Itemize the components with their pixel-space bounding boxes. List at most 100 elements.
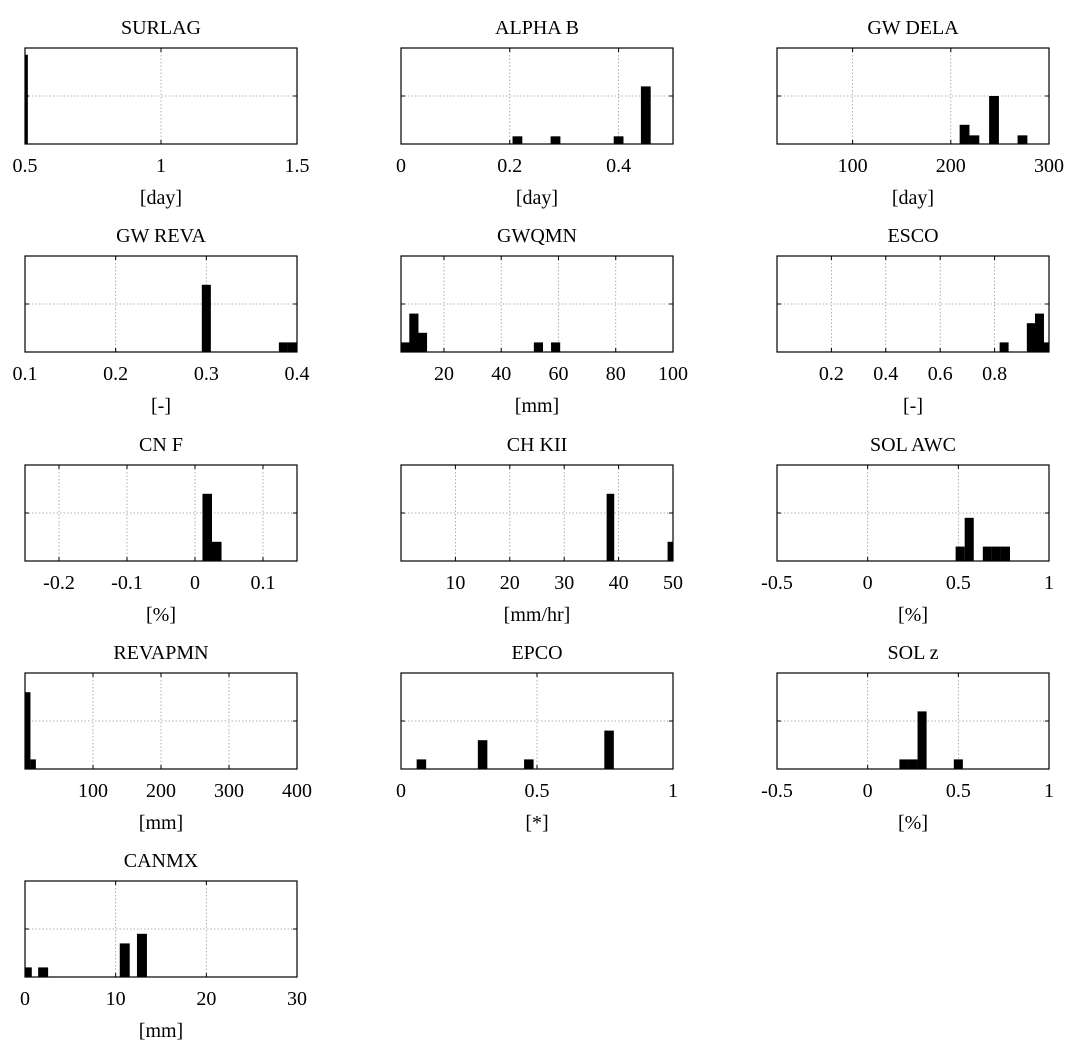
x-tick-label: 0.1 [251, 572, 276, 594]
x-tick-label: 100 [78, 780, 108, 802]
panel-title: CH KII [507, 434, 568, 456]
x-tick-label: 100 [838, 155, 868, 177]
histogram-bar [1034, 313, 1044, 352]
x-tick-label: 50 [663, 572, 683, 594]
histogram-bar [604, 730, 614, 769]
x-tick-label: 0.6 [928, 363, 953, 385]
histogram-bar [212, 541, 222, 561]
histogram-bar [524, 759, 534, 769]
x-tick-label: 10 [445, 572, 465, 594]
histogram-bar [959, 124, 970, 144]
x-tick-label: 200 [936, 155, 966, 177]
histogram-bar [136, 933, 147, 977]
panel-title: SURLAG [121, 17, 201, 39]
histogram-bar [917, 711, 927, 769]
x-tick-label: 0.2 [103, 363, 128, 385]
x-tick-label: -0.5 [761, 572, 793, 594]
histogram-panel: ESCO 0.2 0.4 0.6 0.8 [-] [776, 225, 1050, 417]
histogram-panel: SURLAG 0.5 1 1.5 [day] [13, 17, 310, 209]
x-tick-label: 40 [491, 363, 511, 385]
x-tick-label: 0.4 [285, 363, 310, 385]
panel-title: ALPHA B [495, 17, 579, 39]
x-axis-label: [mm] [515, 395, 559, 417]
x-axis-label: [-] [151, 395, 171, 417]
x-tick-label: 0 [190, 572, 200, 594]
histogram-panel: CANMX 0 10 20 30 [mm] [20, 850, 307, 1042]
panel-title: CN F [139, 434, 183, 456]
histogram-bar [667, 541, 673, 561]
histogram-bar [477, 740, 488, 769]
x-tick-label: 0.2 [497, 155, 522, 177]
histogram-bar [401, 342, 410, 352]
panel-title: SOL z [888, 642, 939, 664]
histogram-panel: SOL z -0.5 0 0.5 1 [%] [761, 642, 1054, 834]
histogram-bar [964, 517, 974, 561]
x-tick-label: 0.4 [873, 363, 898, 385]
panel-title: ESCO [887, 225, 938, 247]
panel-title: GW REVA [116, 225, 206, 247]
x-axis-label: [*] [525, 812, 548, 834]
x-tick-label: 0 [863, 572, 873, 594]
x-tick-label: 1 [156, 155, 166, 177]
x-axis-label: [mm/hr] [504, 604, 571, 626]
histogram-bar [201, 284, 211, 352]
x-tick-label: 30 [554, 572, 574, 594]
x-tick-label: 0.4 [606, 155, 631, 177]
histogram-bar [551, 342, 561, 352]
histogram-bar [25, 967, 32, 977]
histogram-bar [416, 759, 427, 769]
x-axis-label: [%] [898, 604, 928, 626]
histogram-bar [550, 136, 561, 144]
histogram-panel: ALPHA B 0 0.2 0.4 [day] [396, 17, 674, 209]
x-tick-label: 400 [282, 780, 312, 802]
x-tick-label: 10 [106, 988, 126, 1010]
x-tick-label: 200 [146, 780, 176, 802]
histogram-bar [417, 332, 428, 352]
x-tick-label: 20 [500, 572, 520, 594]
x-tick-label: 1 [1044, 572, 1054, 594]
histogram-bar [1026, 323, 1036, 352]
x-tick-label: 0 [863, 780, 873, 802]
histogram-panel: GW REVA 0.1 0.2 0.3 0.4 [-] [13, 225, 310, 417]
histogram-bar [955, 546, 965, 561]
histogram-bar [25, 692, 31, 769]
histogram-panel: GWQMN 20 40 60 80 100 [mm] [400, 225, 688, 417]
histogram-bar [908, 759, 918, 769]
histogram-bar [25, 54, 28, 144]
panel-title: SOL AWC [870, 434, 956, 456]
histogram-bar [1000, 546, 1011, 561]
x-tick-label: 60 [548, 363, 568, 385]
histogram-bar [969, 135, 980, 144]
histogram-panel: EPCO 0 0.5 1 [*] [396, 642, 678, 834]
x-tick-label: -0.1 [111, 572, 143, 594]
x-tick-label: 0 [20, 988, 30, 1010]
histogram-bar [409, 313, 419, 352]
x-axis-label: [mm] [139, 812, 183, 834]
x-tick-label: 40 [609, 572, 629, 594]
x-tick-label: 0.3 [194, 363, 219, 385]
x-tick-label: -0.2 [43, 572, 75, 594]
panel-title: GW DELA [867, 17, 959, 39]
histogram-bar [640, 86, 651, 144]
panel-title: REVAPMN [113, 642, 208, 664]
x-tick-label: 20 [196, 988, 216, 1010]
x-tick-label: 80 [606, 363, 626, 385]
histogram-panel: CH KII 10 20 30 40 50 [mm/hr] [400, 434, 683, 626]
x-tick-label: 0 [396, 155, 406, 177]
histogram-bar [38, 967, 49, 977]
histogram-bar [899, 759, 909, 769]
x-axis-label: [day] [892, 187, 934, 209]
x-tick-label: 1.5 [285, 155, 310, 177]
x-axis-label: [day] [516, 187, 558, 209]
histogram-panel: CN F -0.2 -0.1 0 0.1 [%] [24, 434, 298, 626]
x-axis-label: [%] [146, 604, 176, 626]
x-tick-label: 300 [214, 780, 244, 802]
histogram-bar [606, 493, 615, 561]
histogram-panel: GW DELA 100 200 300 [day] [776, 17, 1064, 209]
histogram-bar [202, 493, 212, 561]
histogram-bar [287, 342, 297, 352]
x-tick-label: 0.1 [13, 363, 38, 385]
x-tick-label: 0.5 [13, 155, 38, 177]
histogram-panel: REVAPMN 100 200 300 400 [mm] [24, 642, 312, 834]
histogram-panel: SOL AWC -0.5 0 0.5 1 [%] [761, 434, 1054, 626]
